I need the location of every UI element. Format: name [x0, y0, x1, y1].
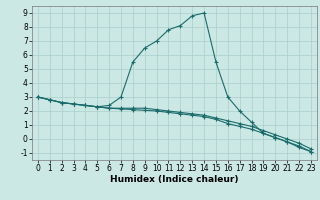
X-axis label: Humidex (Indice chaleur): Humidex (Indice chaleur)	[110, 175, 239, 184]
